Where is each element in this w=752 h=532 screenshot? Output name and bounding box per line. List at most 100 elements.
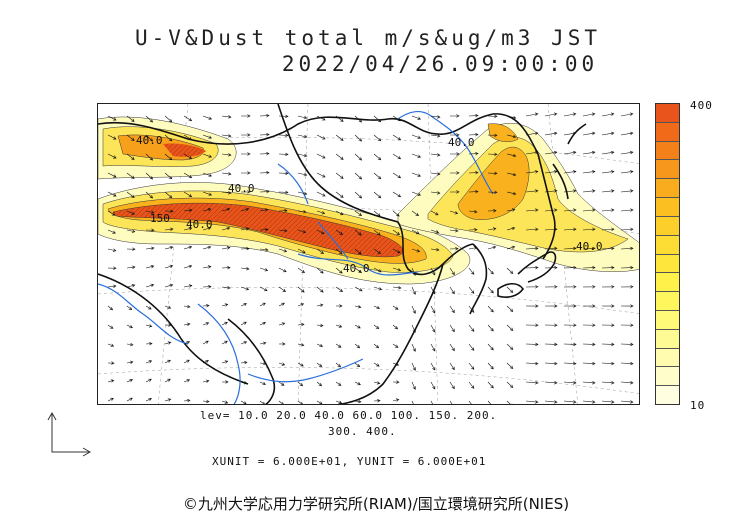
wind-vector-arrow (107, 379, 115, 383)
wind-vector-arrow (145, 134, 154, 142)
contour-label: 40.0 (448, 136, 475, 149)
wind-vector-arrow (430, 324, 436, 333)
wind-vector-arrow (240, 286, 250, 291)
wind-vector-arrow (506, 172, 517, 177)
wind-vector-arrow (126, 134, 135, 141)
wind-vector-arrow (183, 115, 193, 122)
wind-vector-arrow (563, 323, 577, 327)
wind-vector-arrow (487, 152, 498, 156)
wind-vector-arrow (183, 304, 191, 309)
wind-vector-arrow (278, 267, 287, 273)
wind-vector-arrow (107, 153, 117, 159)
map-title: U-V&Dust total m/s&ug/m3 JST (134, 26, 601, 50)
wind-vector-arrow (468, 381, 475, 389)
wind-vector-arrow (525, 246, 539, 251)
wind-vector-arrow (183, 341, 191, 345)
wind-vector-arrow (202, 285, 212, 289)
contour-levels-line-1: lev= 10.0 20.0 40.0 60.0 100. 150. 200. (200, 409, 498, 422)
wind-vector-arrow (373, 399, 381, 403)
wind-vector-arrow (430, 267, 436, 276)
contour-label: 150 (150, 212, 170, 225)
wind-vector-arrow (373, 229, 381, 236)
wind-vector-arrow (278, 209, 288, 213)
wind-vector-arrow (392, 398, 400, 402)
wind-vector-arrow (620, 112, 634, 117)
wind-vector-arrow (601, 400, 615, 404)
wind-vector-arrow (544, 131, 558, 136)
wind-vector-arrow (373, 267, 382, 273)
wind-vector-arrow (582, 208, 596, 212)
wind-vector-arrow (392, 362, 400, 366)
wind-vector-arrow (183, 245, 193, 250)
wind-vector-arrow (107, 305, 114, 311)
wind-vector-arrow (506, 286, 514, 293)
wind-vector-arrow (563, 285, 577, 289)
wind-vector-arrow (240, 400, 247, 404)
wind-vector-arrow (107, 134, 117, 140)
wind-vector-arrow (145, 115, 154, 123)
wind-vector-arrow (430, 210, 439, 216)
wind-vector-arrow (582, 131, 596, 136)
wind-vector-arrow (202, 359, 209, 364)
wind-vector-arrow (620, 189, 634, 193)
wind-vector-arrow (316, 343, 324, 348)
contour-label: 40.0 (136, 134, 163, 147)
wind-vector-arrow (373, 115, 382, 123)
wind-vector-arrow (544, 112, 558, 117)
wind-vector-arrow (506, 305, 514, 312)
wind-vector-arrow (544, 400, 558, 404)
wind-vector-arrow (525, 323, 539, 327)
wind-vector-arrow (601, 170, 615, 174)
wind-vector-arrow (202, 265, 212, 269)
color-scale-swatch (656, 179, 679, 199)
color-scale-min-label: 10 (690, 399, 706, 412)
wind-vector-arrow (145, 283, 155, 288)
wind-vector-arrow (449, 286, 455, 295)
wind-vector-arrow (107, 248, 117, 252)
wind-vector-arrow (278, 114, 289, 119)
contour-label: 40.0 (343, 262, 370, 275)
wind-vector-arrow (297, 303, 305, 307)
wind-vector-arrow (601, 323, 615, 327)
wind-vector-arrow (620, 131, 634, 136)
wind-vector-arrow (468, 113, 479, 118)
wind-vector-arrow (563, 131, 577, 136)
wind-vector-arrow (240, 152, 251, 156)
wind-vector-arrow (563, 170, 577, 174)
color-scale-swatch (656, 386, 679, 404)
wind-vector-arrow (221, 115, 232, 119)
wind-vector-arrow (354, 153, 363, 161)
wind-vector-arrow (126, 115, 135, 122)
wind-vector-arrow (183, 172, 193, 179)
wind-vector-arrow (259, 248, 269, 252)
wind-vector-arrow (525, 150, 539, 155)
wind-vector-arrow (354, 210, 363, 217)
wind-vector-arrow (145, 305, 152, 310)
contour-labels: 40.0 40.0 150 40.0 40.0 40.0 40.0 (136, 134, 603, 275)
wind-vector-arrow (487, 324, 494, 332)
wind-vector-arrow (354, 134, 363, 142)
wind-vector-arrow (582, 323, 596, 327)
wind-vector-arrow (164, 209, 174, 213)
wind-vector-arrow (392, 191, 402, 198)
wind-vector-arrow (240, 133, 251, 137)
wind-vector-arrow (354, 172, 363, 180)
wind-vector-arrow (278, 322, 286, 326)
wind-vector-arrow (620, 227, 634, 231)
wind-vector-arrow (354, 229, 362, 236)
wind-vector-arrow (126, 265, 136, 269)
wind-vector-arrow (145, 153, 154, 161)
wind-vector-arrow (411, 381, 416, 390)
wind-vector-arrow (525, 227, 539, 231)
wind-vector-arrow (240, 341, 248, 345)
wind-vector-arrow (335, 134, 344, 141)
wind-vector-arrow (487, 400, 493, 404)
wind-vector-arrow (278, 152, 289, 157)
wind-vector-arrow (297, 153, 308, 158)
wind-vector-arrow (373, 210, 381, 217)
wind-vector-arrow (449, 362, 455, 371)
wind-vector-arrow (278, 302, 285, 307)
wind-vector-arrow (411, 172, 422, 177)
wind-vector-arrow (202, 153, 213, 158)
wind-vector-arrow (335, 400, 343, 404)
